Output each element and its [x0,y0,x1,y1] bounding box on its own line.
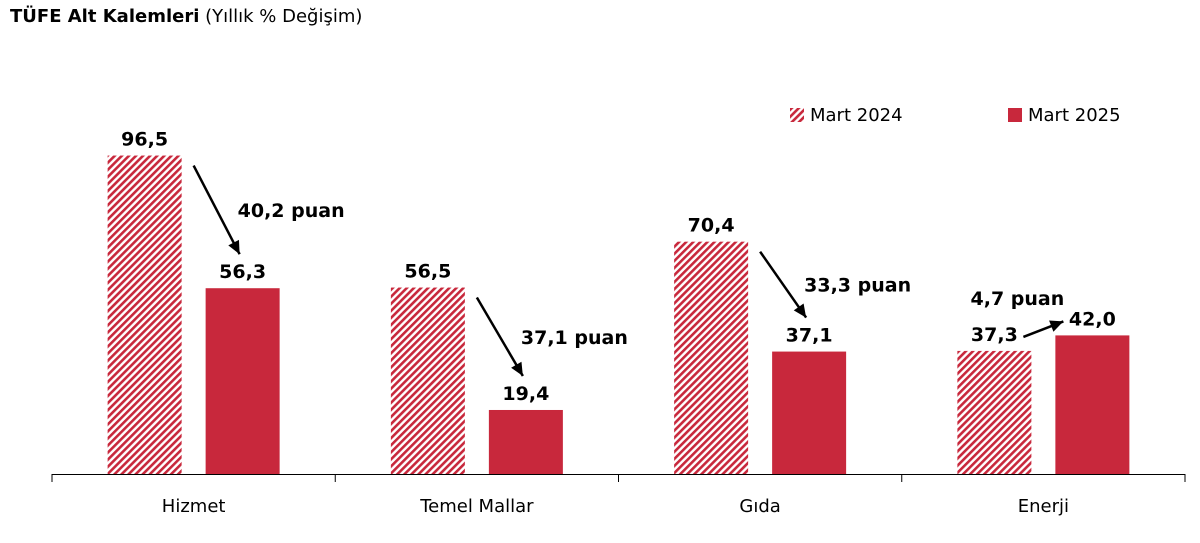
change-annotation: 33,3 puan [804,275,911,297]
x-tick-label: Temel Mallar [419,496,534,517]
chart-title: TÜFE Alt Kalemleri (Yıllık % Değişim) [10,6,362,27]
data-label-mart-2024: 96,5 [121,129,168,151]
change-arrow [192,164,241,255]
change-arrow-head [511,361,523,376]
data-label-mart-2024: 37,3 [971,324,1018,346]
legend-swatch-mart-2025 [1008,108,1022,122]
change-arrow-head [1049,320,1064,332]
x-tick-label: Hizmet [162,496,226,517]
data-label-mart-2025: 56,3 [219,261,266,283]
change-annotation: 4,7 puan [971,288,1065,310]
bar-mart-2024 [107,155,182,475]
plot-area: 96,5 56,3 Hizmet 40,2 puan 56,5 19,4 Temel Mal… [51,105,1186,517]
chart-title-main: TÜFE Alt Kalemleri [10,6,200,27]
data-label-mart-2025: 37,1 [786,325,833,347]
legend-swatch-mart-2024 [790,108,804,122]
change-arrow-head [793,303,807,318]
bar-mart-2025 [1055,335,1130,474]
x-tick-label: Enerji [1018,496,1069,517]
bar-mart-2025 [772,351,847,474]
change-arrow-head [228,239,240,255]
change-annotation: 40,2 puan [238,200,345,222]
bar-mart-2024 [674,241,749,474]
bar-mart-2025 [488,409,563,474]
data-label-mart-2025: 42,0 [1069,308,1116,330]
data-label-mart-2025: 19,4 [502,383,549,405]
chart-subtitle: (Yıllık % Değişim) [205,6,363,27]
x-tick-label: Gıda [739,496,780,517]
data-label-mart-2024: 70,4 [688,215,735,237]
change-arrow [475,296,524,377]
bar-mart-2024 [390,287,465,474]
bar-mart-2024 [957,350,1032,474]
legend-label-mart-2024: Mart 2024 [810,105,903,126]
change-arrow [759,250,808,319]
legend-label-mart-2025: Mart 2025 [1028,105,1121,126]
data-label-mart-2024: 56,5 [404,261,451,283]
change-annotation: 37,1 puan [521,327,628,349]
bar-mart-2025 [205,288,280,474]
